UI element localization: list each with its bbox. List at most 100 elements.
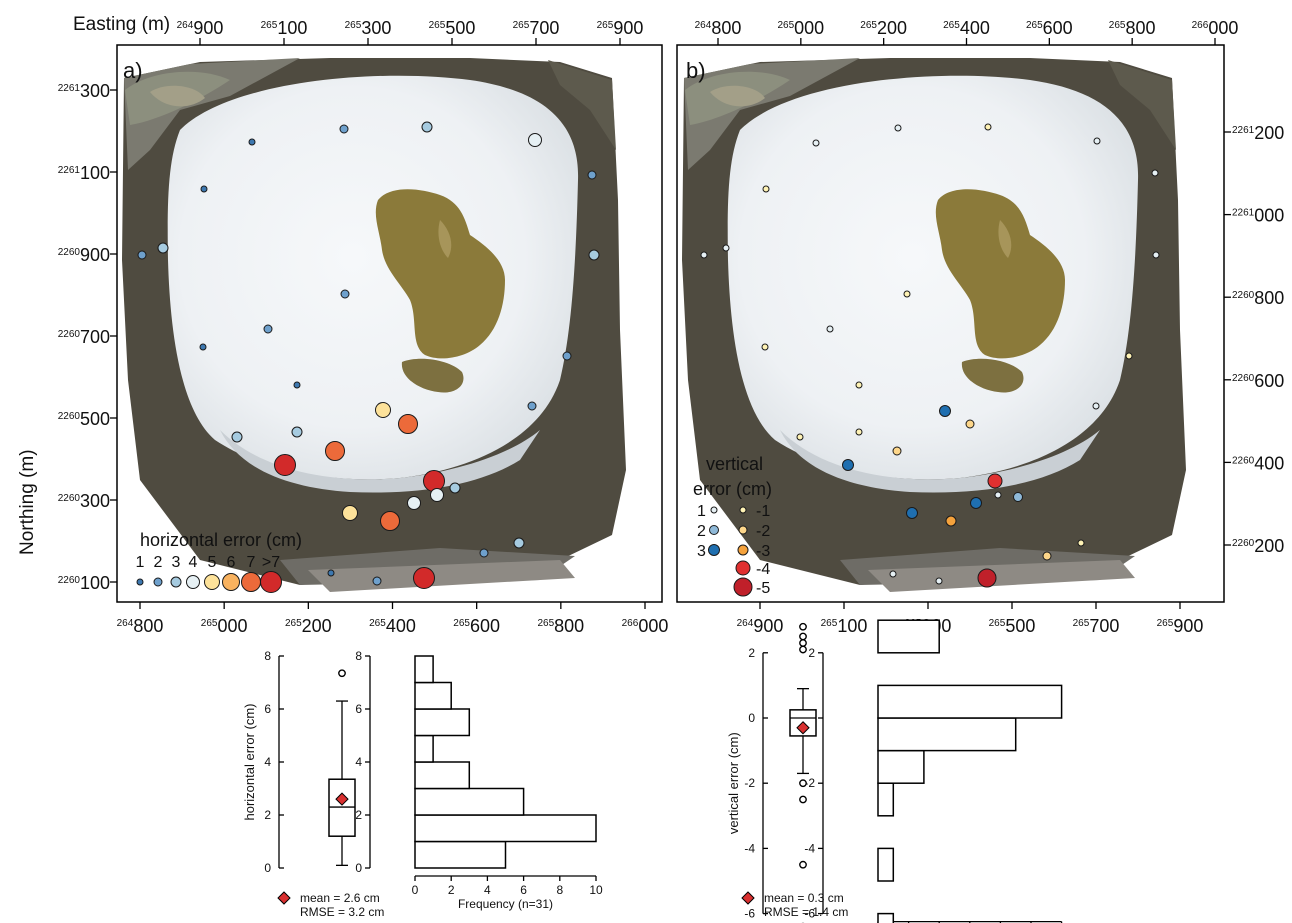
gcp-point — [449, 482, 461, 494]
outlier-point — [799, 860, 807, 869]
tick-label: 2261000 — [1232, 206, 1284, 226]
histogram-bar — [414, 734, 434, 763]
mean-marker — [796, 721, 810, 735]
tick-label: 265200 — [285, 616, 332, 636]
rmse-text: RMSE = 3.2 cm — [300, 905, 384, 919]
gcp-point — [231, 431, 243, 443]
y-tick-label: -2 — [804, 776, 815, 790]
panel-b-legend: vertical error (cm) 1 2 3 -1 -2 -3-4 -5 — [693, 454, 772, 597]
y-tick-label: 6 — [355, 702, 362, 716]
gcp-point — [796, 433, 804, 441]
gcp-point — [842, 459, 854, 471]
tick-label: 2261100 — [58, 163, 110, 183]
tick-label: 265700 — [513, 18, 560, 38]
panel-b-map-image — [677, 45, 1224, 602]
y-tick-label: -4 — [744, 841, 755, 855]
tick-label: 265500 — [989, 616, 1036, 636]
legend-label: 4 — [189, 554, 198, 571]
panel-a-legend: horizontal error (cm) 1 2 3 4 5 6 7 >7 — [136, 530, 302, 593]
gcp-point — [325, 441, 345, 461]
panel-b-letter: b) — [686, 58, 706, 83]
gcp-point — [812, 139, 820, 147]
outlier-point — [799, 795, 807, 804]
legend-label: -3 — [756, 543, 770, 560]
panel-a-top-ticks: 264900 265100 265300 265500 265700 265900 — [177, 18, 643, 45]
gcp-point — [293, 381, 301, 389]
tick-label: 264900 — [737, 616, 784, 636]
histogram-bar — [877, 749, 925, 784]
histogram-bar — [877, 717, 1017, 752]
panel-a-gcp-points — [137, 121, 600, 589]
legend-swatch — [241, 572, 261, 592]
tick-label: 265800 — [537, 616, 584, 636]
y-tick-label: 2 — [355, 808, 362, 822]
gcp-point — [407, 496, 421, 510]
histogram-bar — [414, 655, 434, 684]
tick-label: 264900 — [177, 18, 224, 38]
y-tick-label: 2 — [808, 646, 815, 660]
gcp-point — [413, 567, 435, 589]
tick-label: 265600 — [1026, 18, 1073, 38]
tick-label: 2260500 — [58, 409, 110, 429]
northing-axis-title: Northing (m) — [17, 449, 38, 555]
mean-text: mean = 0.3 cm — [764, 891, 844, 905]
tick-label: 264800 — [117, 616, 164, 636]
gcp-point — [587, 170, 597, 180]
tick-label: 2260900 — [58, 245, 110, 265]
gcp-point — [984, 123, 992, 131]
legend-label: 1 — [697, 503, 706, 520]
tick-label: 265300 — [345, 18, 392, 38]
gcp-point — [588, 249, 600, 261]
panel-b: b) 264800 265000 265200 265400 265600 265800 2… — [676, 18, 1284, 636]
tick-label: 2261300 — [58, 81, 110, 101]
legend-label: 1 — [136, 554, 145, 571]
y-tick-label: 4 — [264, 755, 271, 769]
iqr-box — [328, 778, 356, 837]
histogram-bar — [877, 847, 895, 882]
legend-label: 5 — [208, 554, 217, 571]
gcp-point — [340, 289, 350, 299]
panel-b-top-ticks: 264800 265000 265200 265400 265600 265800 2660… — [695, 18, 1238, 45]
gcp-point — [762, 185, 770, 193]
gcp-point — [513, 537, 525, 549]
y-tick-label: 8 — [355, 649, 362, 663]
gcp-point — [137, 250, 147, 260]
gcp-point — [380, 511, 400, 531]
histogram-bar — [877, 619, 940, 654]
histogram-bar — [877, 912, 895, 923]
y-tick-label: 6 — [264, 702, 271, 716]
gcp-point — [935, 577, 943, 585]
tick-label: 265200 — [860, 18, 907, 38]
outlier-point — [799, 645, 807, 654]
tick-label: 264800 — [695, 18, 742, 38]
gcp-point — [977, 568, 997, 588]
horizontal-legend-title: horizontal error (cm) — [140, 530, 302, 550]
gcp-point — [987, 473, 1003, 489]
tick-label: 2260400 — [1232, 453, 1284, 473]
legend-swatch — [170, 576, 182, 588]
tick-label: 2261200 — [1232, 123, 1284, 143]
legend-swatch — [710, 506, 718, 514]
tick-label: 2260700 — [58, 327, 110, 347]
tick-label: 266000 — [622, 616, 669, 636]
legend-swatch — [739, 506, 747, 514]
y-tick-label: -6 — [804, 907, 815, 921]
gcp-point — [527, 401, 537, 411]
easting-axis-title: Easting (m) — [73, 14, 170, 35]
tick-label: 265500 — [429, 18, 476, 38]
histogram-bar — [414, 681, 452, 710]
gcp-point — [421, 121, 433, 133]
gcp-point — [1093, 137, 1101, 145]
gcp-point — [889, 570, 897, 578]
panel-a-letter: a) — [123, 58, 143, 83]
gcp-point — [826, 325, 834, 333]
gcp-point — [1125, 352, 1133, 360]
gcp-point — [274, 454, 296, 476]
gcp-point — [430, 488, 444, 502]
mean-legend-marker — [277, 891, 291, 905]
x-tick-label: 8 — [556, 883, 563, 897]
legend-swatch — [222, 573, 240, 591]
legend-swatch — [260, 571, 282, 593]
gcp-point — [939, 405, 951, 417]
